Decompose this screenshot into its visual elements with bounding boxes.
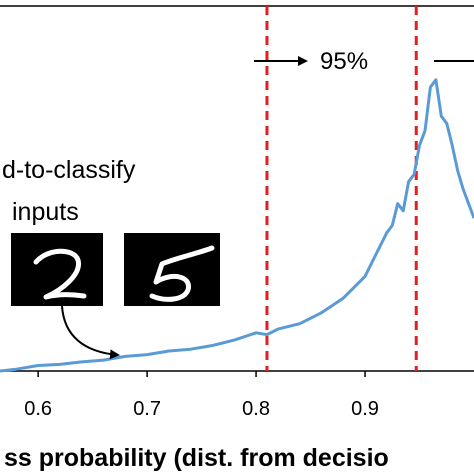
- x-axis-label: ss probability (dist. from decisio: [4, 444, 389, 472]
- x-tick-label: 0.6: [24, 398, 52, 420]
- pointer-arrow: [61, 305, 120, 360]
- x-tick-group: 0.6 0.7 0.8 0.9: [24, 371, 379, 420]
- digit-5-thumbnail: [124, 233, 220, 306]
- series-group: [0, 78, 474, 373]
- series-line-1: [0, 78, 474, 373]
- x-tick-label: 0.8: [242, 398, 270, 420]
- interval-percent-label: 95%: [320, 48, 368, 75]
- hard-inputs-label-line2: inputs: [12, 198, 79, 226]
- x-tick-label: 0.9: [351, 398, 379, 420]
- hard-inputs-label-line1: d-to-classify: [2, 156, 136, 184]
- digit-7-thumbnail: [11, 233, 103, 306]
- x-tick-label: 0.7: [133, 398, 161, 420]
- reference-lines: [265, 6, 418, 371]
